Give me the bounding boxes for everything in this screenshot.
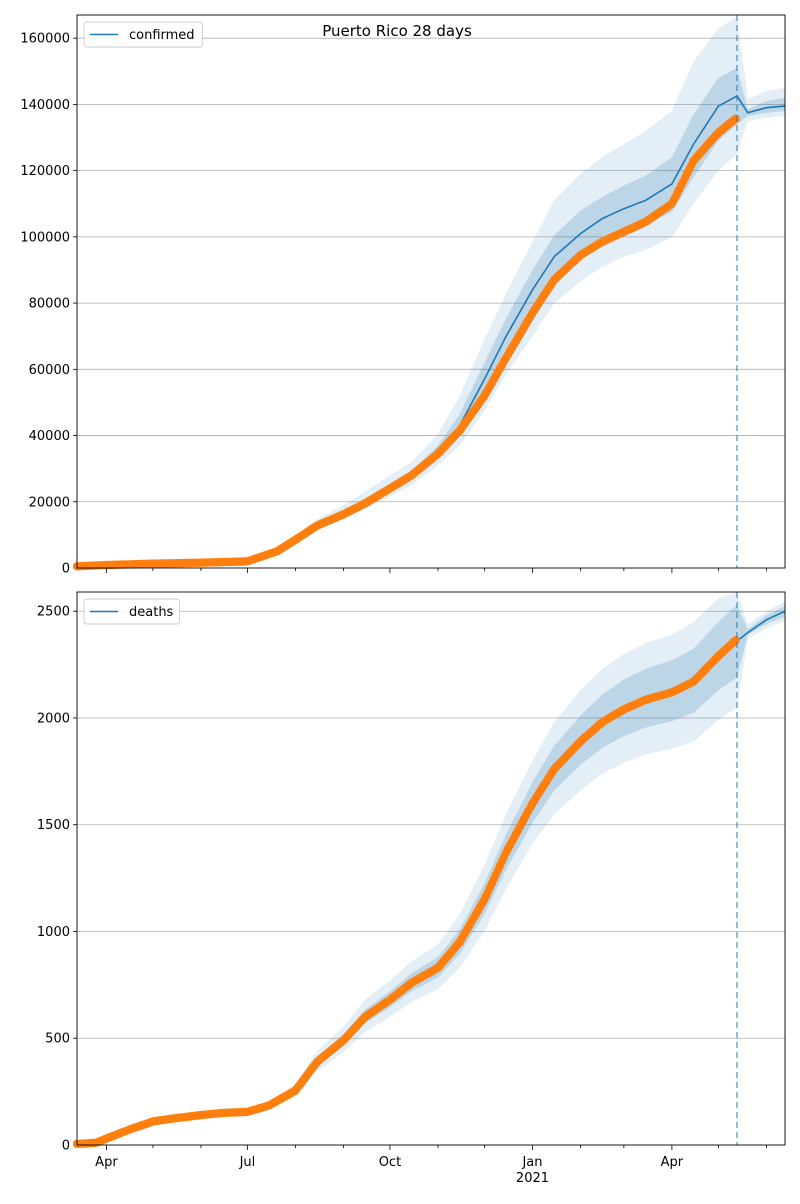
- x-tick-label: Apr: [95, 1155, 118, 1170]
- y-tick-label: 20000: [29, 495, 70, 510]
- y-tick-label: 100000: [20, 230, 70, 245]
- legend-label: deaths: [129, 605, 174, 620]
- y-tick-label: 500: [45, 1032, 70, 1047]
- y-tick-label: 2000: [37, 711, 70, 726]
- observed-point: [731, 114, 740, 124]
- legend-label: confirmed: [129, 28, 195, 43]
- y-tick-label: 1500: [37, 818, 70, 833]
- axes-frame: [76, 591, 786, 1146]
- confidence-band-inner: [77, 604, 785, 1144]
- x-tick-label: Jul: [239, 1155, 256, 1170]
- y-tick-label: 2500: [37, 605, 70, 620]
- y-tick-label: 140000: [20, 98, 70, 113]
- legend-box: [83, 21, 203, 48]
- legend-box: [83, 598, 181, 625]
- y-tick-label: 0: [62, 562, 70, 577]
- confidence-band-outer: [77, 16, 785, 567]
- x-tick-sublabel: 2021: [516, 1171, 549, 1186]
- y-tick-label: 60000: [29, 363, 70, 378]
- chart-title: Puerto Rico 28 days: [322, 22, 472, 40]
- y-tick-label: 0: [62, 1139, 70, 1154]
- confirmed-panel: 0 20000 40000 60000 80000 100000 120000 140000 1…: [20, 14, 786, 577]
- confidence-band-outer: [77, 592, 785, 1144]
- y-tick-label: 80000: [29, 297, 70, 312]
- axes-frame: [76, 14, 786, 569]
- observed-points: [72, 636, 740, 1149]
- y-tick-label: 40000: [29, 429, 70, 444]
- x-tick-label: Jan: [521, 1155, 542, 1170]
- legend: deaths: [83, 598, 181, 625]
- x-tick-label: Apr: [661, 1155, 684, 1170]
- observed-point: [731, 636, 740, 645]
- y-tick-label: 1000: [37, 925, 70, 940]
- y-tick-label: 160000: [20, 32, 70, 47]
- confidence-band-inner: [77, 68, 785, 567]
- x-tick-label: Oct: [379, 1155, 401, 1170]
- y-tick-label: 120000: [20, 164, 70, 179]
- legend: confirmed: [83, 21, 203, 48]
